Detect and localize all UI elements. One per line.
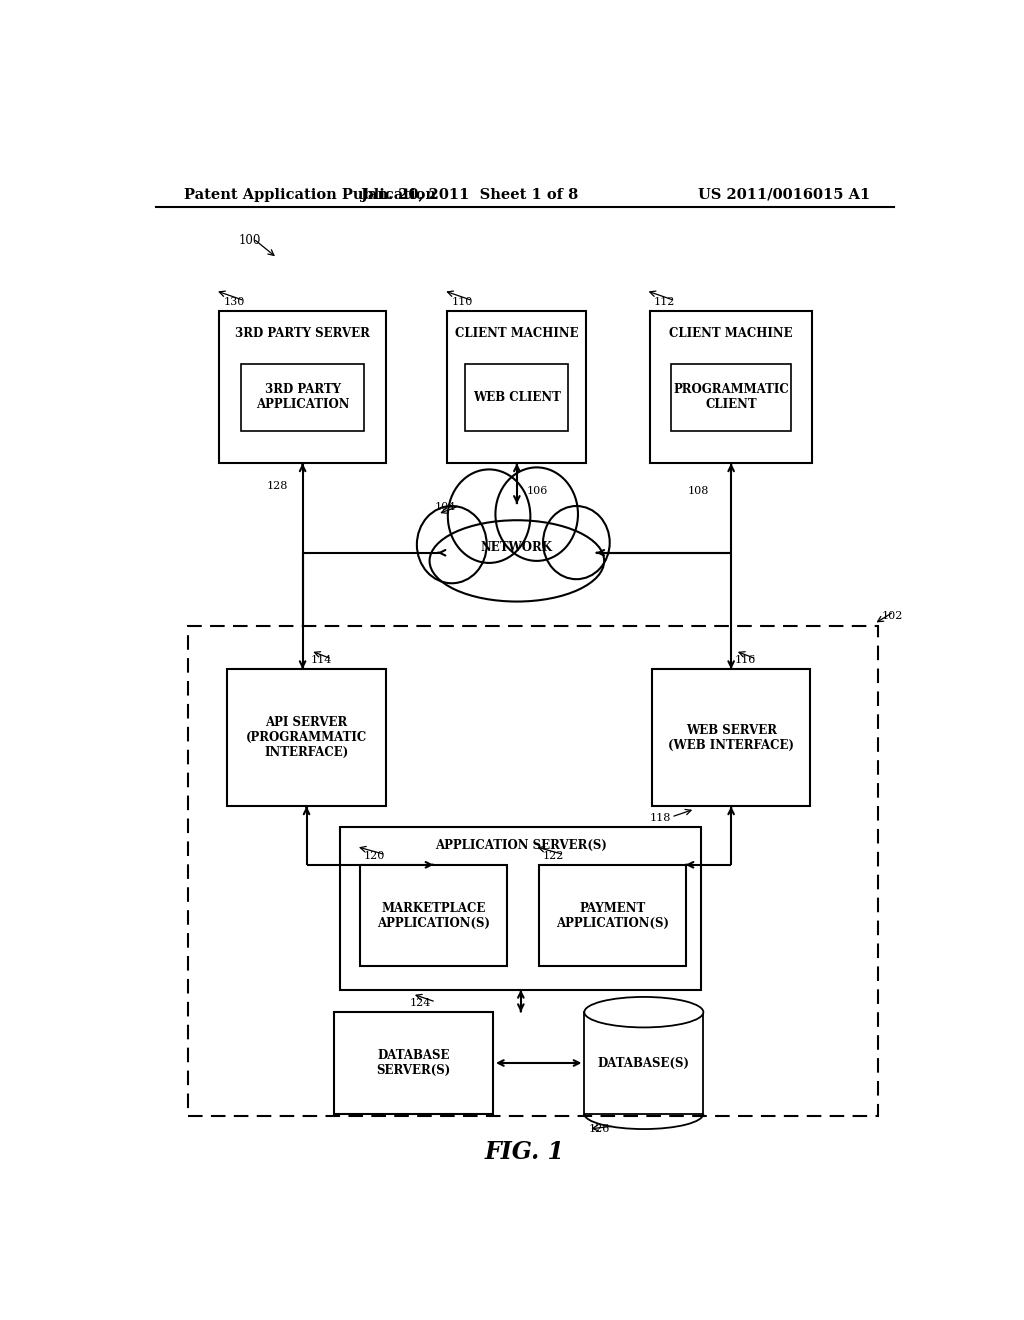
Text: US 2011/0016015 A1: US 2011/0016015 A1 (697, 187, 870, 202)
Text: PAYMENT
APPLICATION(S): PAYMENT APPLICATION(S) (556, 902, 669, 929)
FancyBboxPatch shape (652, 669, 811, 807)
Text: 104: 104 (435, 502, 457, 512)
Text: 128: 128 (267, 480, 288, 491)
Text: WEB SERVER
(WEB INTERFACE): WEB SERVER (WEB INTERFACE) (668, 723, 795, 752)
Text: 108: 108 (687, 486, 709, 496)
FancyBboxPatch shape (334, 1012, 494, 1114)
Text: CLIENT MACHINE: CLIENT MACHINE (455, 327, 579, 341)
FancyBboxPatch shape (539, 865, 685, 966)
Ellipse shape (496, 467, 578, 561)
Text: 102: 102 (882, 611, 903, 620)
FancyBboxPatch shape (585, 1012, 703, 1114)
FancyBboxPatch shape (227, 669, 386, 807)
Text: 110: 110 (452, 297, 473, 306)
Text: WEB CLIENT: WEB CLIENT (473, 391, 561, 404)
Text: 118: 118 (650, 813, 671, 824)
FancyBboxPatch shape (241, 364, 365, 430)
Ellipse shape (430, 520, 604, 602)
Text: FIG. 1: FIG. 1 (484, 1140, 565, 1164)
Text: APPLICATION SERVER(S): APPLICATION SERVER(S) (435, 840, 607, 853)
Text: 116: 116 (735, 655, 757, 665)
Text: NETWORK: NETWORK (481, 541, 553, 554)
Ellipse shape (417, 506, 486, 583)
Text: PROGRAMMATIC
CLIENT: PROGRAMMATIC CLIENT (673, 383, 790, 412)
Text: Patent Application Publication: Patent Application Publication (183, 187, 435, 202)
Text: 114: 114 (310, 655, 332, 665)
Text: DATABASE(S): DATABASE(S) (598, 1056, 690, 1069)
FancyBboxPatch shape (360, 865, 507, 966)
Text: CLIENT MACHINE: CLIENT MACHINE (670, 327, 793, 341)
FancyBboxPatch shape (340, 828, 701, 990)
Text: API SERVER
(PROGRAMMATIC
INTERFACE): API SERVER (PROGRAMMATIC INTERFACE) (246, 717, 368, 759)
Text: 100: 100 (240, 234, 261, 247)
Ellipse shape (585, 997, 703, 1027)
Ellipse shape (447, 470, 530, 562)
Text: DATABASE
SERVER(S): DATABASE SERVER(S) (377, 1049, 451, 1077)
FancyBboxPatch shape (671, 364, 792, 430)
Text: MARKETPLACE
APPLICATION(S): MARKETPLACE APPLICATION(S) (377, 902, 490, 929)
Text: 3RD PARTY SERVER: 3RD PARTY SERVER (236, 327, 370, 341)
FancyBboxPatch shape (219, 312, 386, 463)
Ellipse shape (543, 506, 609, 579)
Text: 122: 122 (543, 850, 564, 861)
Text: 3RD PARTY
APPLICATION: 3RD PARTY APPLICATION (256, 383, 349, 412)
FancyBboxPatch shape (447, 312, 587, 463)
Text: 120: 120 (365, 850, 385, 861)
FancyBboxPatch shape (650, 312, 812, 463)
Text: 124: 124 (410, 998, 431, 1008)
FancyBboxPatch shape (466, 364, 568, 430)
Text: 106: 106 (526, 486, 548, 496)
Text: 126: 126 (588, 1125, 609, 1134)
Text: 130: 130 (223, 297, 245, 306)
Text: Jan. 20, 2011  Sheet 1 of 8: Jan. 20, 2011 Sheet 1 of 8 (360, 187, 578, 202)
Text: 112: 112 (653, 297, 675, 306)
